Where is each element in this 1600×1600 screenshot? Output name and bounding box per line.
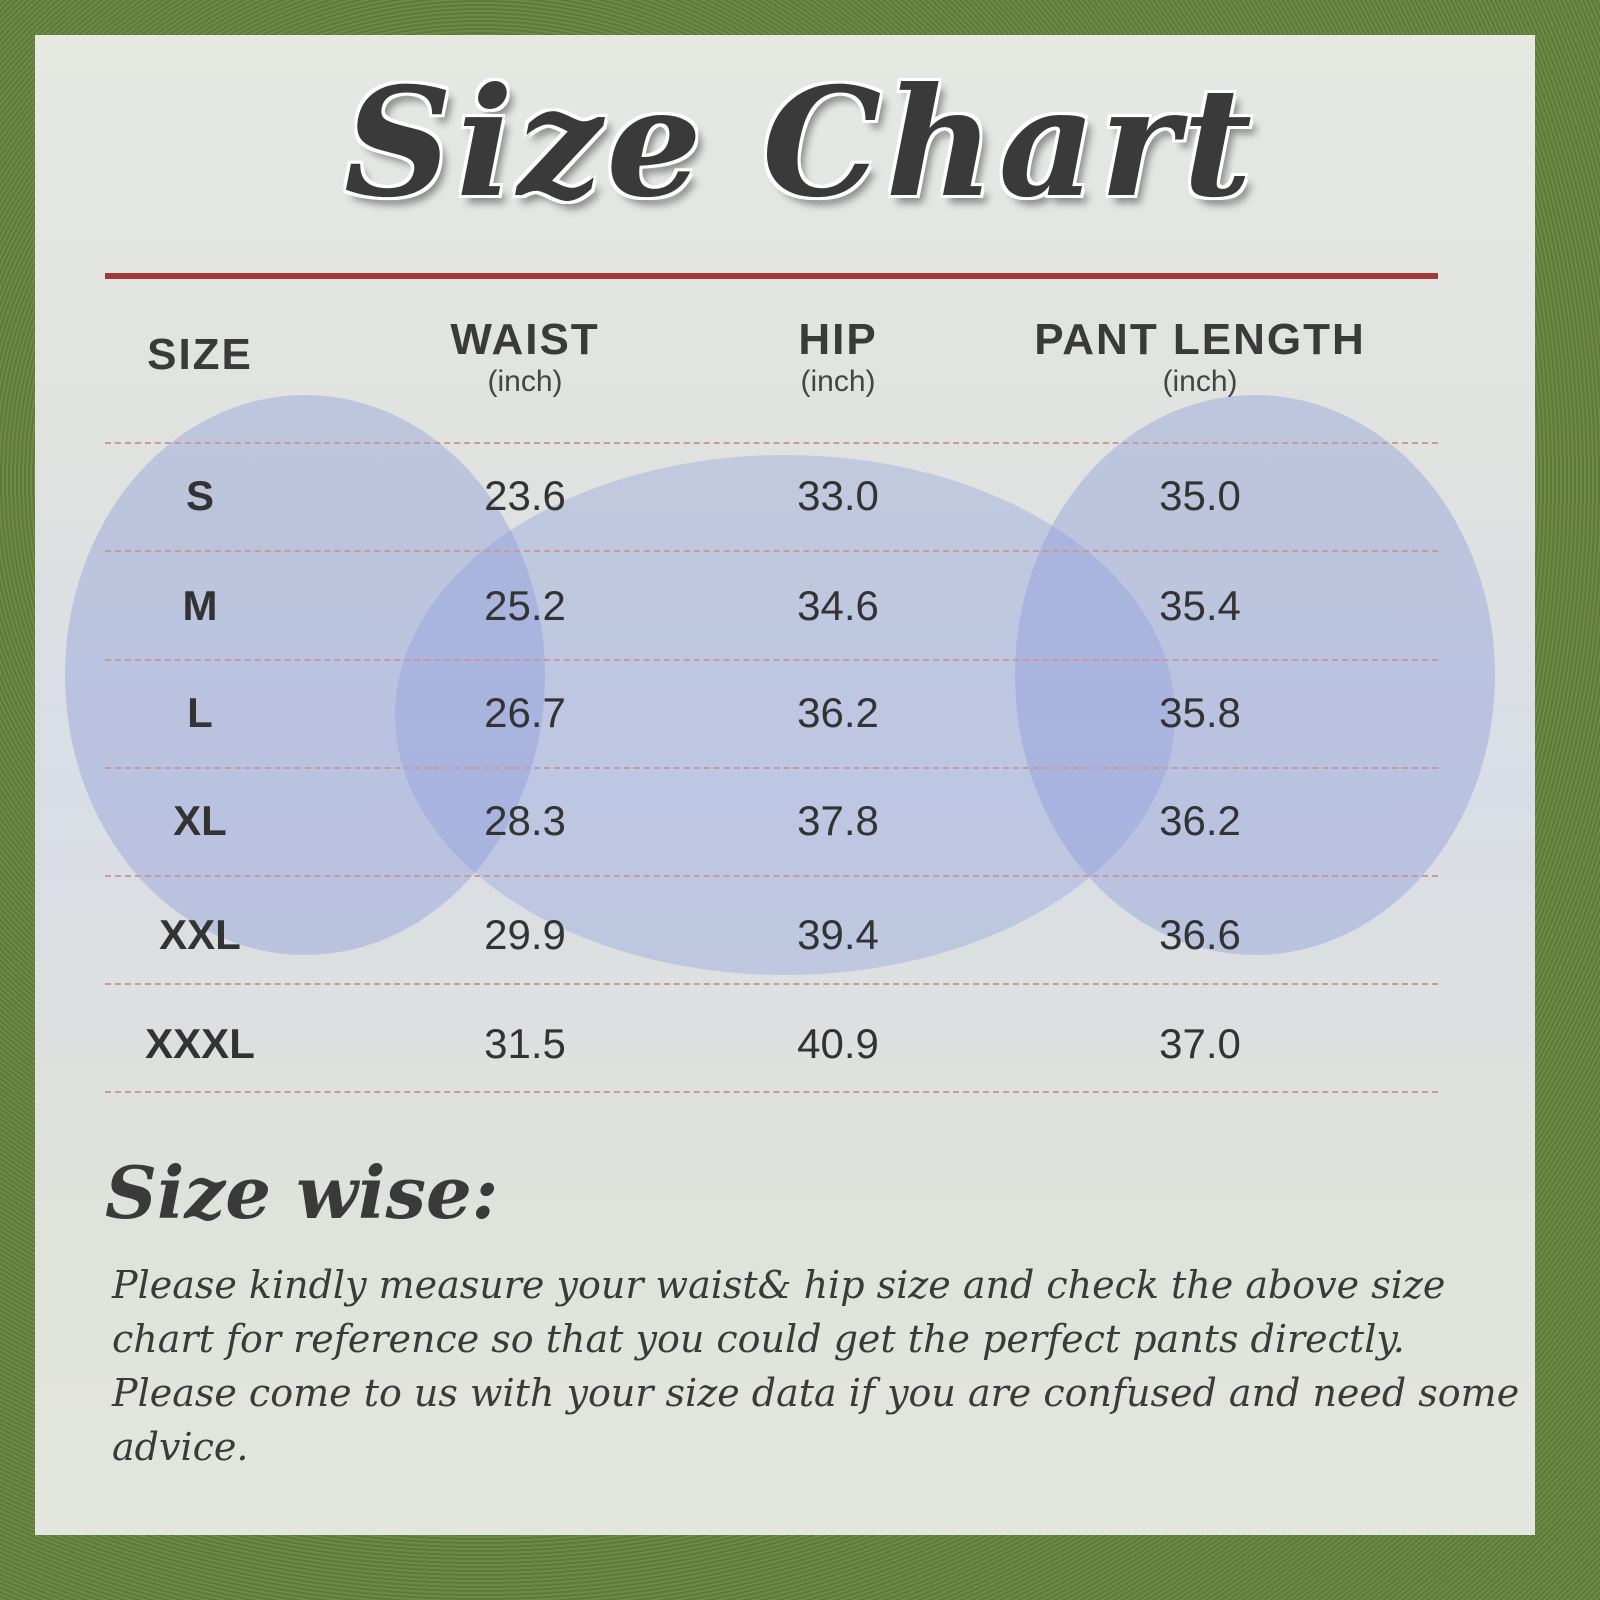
measurement-cell: 26.7 xyxy=(484,689,566,736)
row-divider xyxy=(105,875,1438,877)
column-header-label: HIP xyxy=(798,315,878,364)
measurement-cell: 40.9 xyxy=(797,1020,879,1067)
measurement-cell: 37.0 xyxy=(1159,1020,1241,1067)
measurement-cell: 23.6 xyxy=(484,472,566,519)
size-label: M xyxy=(182,582,218,629)
measurement-cell: 39.4 xyxy=(797,911,879,958)
column-header-unit: (inch) xyxy=(487,365,563,398)
row-divider xyxy=(105,442,1438,444)
background-photo-shape xyxy=(65,395,545,955)
measurement-cell: 33.0 xyxy=(797,472,879,519)
size-wise-heading: Size wise: xyxy=(105,1150,499,1235)
column-header: PANT LENGTH (inch) xyxy=(1034,315,1366,399)
title-divider xyxy=(105,273,1438,279)
column-header: SIZE xyxy=(147,330,253,380)
size-label: XL xyxy=(173,797,227,844)
measurement-cell: 29.9 xyxy=(484,911,566,958)
measurement-cell: 36.2 xyxy=(1159,797,1241,844)
size-label: L xyxy=(187,689,213,736)
row-divider xyxy=(105,659,1438,661)
measurement-cell: 37.8 xyxy=(797,797,879,844)
measurement-cell: 25.2 xyxy=(484,582,566,629)
size-label: S xyxy=(185,472,215,519)
page-title: Size Chart xyxy=(343,55,1257,231)
column-header: HIP (inch) xyxy=(798,315,877,399)
size-wise-text: Please kindly measure your waist& hip si… xyxy=(112,1263,1520,1469)
size-chart-panel xyxy=(35,35,1535,1535)
measurement-cell: 36.6 xyxy=(1159,911,1241,958)
column-header-label: SIZE xyxy=(147,330,253,379)
column-header-label: WAIST xyxy=(450,315,600,364)
measurement-cell: 35.8 xyxy=(1159,689,1241,736)
size-label: XXL xyxy=(159,911,241,958)
measurement-cell: 35.0 xyxy=(1159,472,1241,519)
row-divider xyxy=(105,550,1438,552)
measurement-cell: 34.6 xyxy=(797,582,879,629)
measurement-cell: 36.2 xyxy=(797,689,879,736)
size-label: XXXL xyxy=(145,1020,255,1067)
column-header: WAIST (inch) xyxy=(450,315,599,399)
measurement-cell: 31.5 xyxy=(484,1020,566,1067)
background-photo-shape xyxy=(1015,395,1495,955)
row-divider xyxy=(105,1091,1438,1093)
column-header-label: PANT LENGTH xyxy=(1034,315,1366,364)
measurement-cell: 28.3 xyxy=(484,797,566,844)
measurement-cell: 35.4 xyxy=(1159,582,1241,629)
column-header-unit: (inch) xyxy=(1162,365,1238,398)
row-divider xyxy=(105,983,1438,985)
column-header-unit: (inch) xyxy=(800,365,876,398)
background-photo-shape xyxy=(395,455,1175,975)
row-divider xyxy=(105,767,1438,769)
